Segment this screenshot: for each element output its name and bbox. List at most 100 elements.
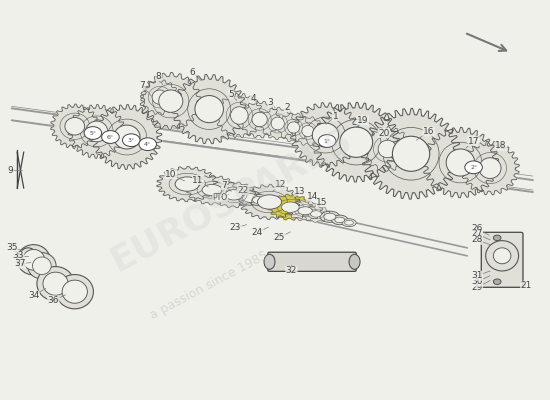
Circle shape [493,235,501,241]
Ellipse shape [345,220,354,225]
Text: 26: 26 [471,224,482,233]
Ellipse shape [65,118,85,135]
Ellipse shape [294,118,322,144]
Ellipse shape [243,194,258,202]
Text: 28: 28 [471,235,482,244]
Polygon shape [215,93,263,138]
Polygon shape [313,102,399,182]
Text: 1: 1 [332,112,338,121]
Text: 11: 11 [192,176,204,184]
Ellipse shape [302,126,314,137]
Text: 35: 35 [6,243,18,252]
Text: 7: 7 [221,181,227,190]
Ellipse shape [319,108,393,176]
Text: 4°: 4° [144,142,151,147]
Ellipse shape [43,272,68,295]
Text: 23: 23 [230,224,241,232]
Text: 5°: 5° [89,130,96,136]
Ellipse shape [145,76,197,126]
Ellipse shape [392,136,430,171]
Text: 6°: 6° [107,134,114,140]
Text: 33: 33 [13,251,24,260]
Ellipse shape [114,125,140,149]
Text: 3°: 3° [128,138,135,143]
Polygon shape [51,104,99,148]
Ellipse shape [159,90,183,112]
Ellipse shape [23,250,45,270]
Polygon shape [239,184,300,220]
Ellipse shape [144,82,176,112]
Ellipse shape [304,207,328,221]
Ellipse shape [161,169,213,199]
Polygon shape [461,141,519,195]
Text: 25: 25 [274,233,285,242]
Ellipse shape [288,122,300,133]
Polygon shape [290,103,360,167]
Polygon shape [212,182,256,208]
Ellipse shape [252,112,267,127]
Ellipse shape [280,115,307,140]
Text: 24: 24 [252,228,263,237]
Text: 34: 34 [28,291,39,300]
Text: 1°: 1° [323,138,331,144]
Polygon shape [157,166,218,202]
Text: 2°: 2° [470,165,477,170]
Ellipse shape [264,254,275,269]
FancyBboxPatch shape [481,232,523,287]
FancyBboxPatch shape [268,252,356,271]
Polygon shape [239,101,280,138]
Text: PTO: PTO [213,193,228,202]
Polygon shape [288,201,323,221]
Polygon shape [268,194,312,220]
Ellipse shape [252,196,265,204]
Ellipse shape [349,254,360,269]
Ellipse shape [486,241,519,271]
Ellipse shape [152,90,167,104]
Text: 20: 20 [378,128,389,138]
Ellipse shape [72,108,122,154]
Ellipse shape [335,217,345,223]
Text: 15: 15 [316,198,328,207]
Text: 37: 37 [14,259,26,268]
Ellipse shape [367,130,408,168]
Ellipse shape [190,177,234,203]
Text: 21: 21 [521,281,532,290]
Text: 31: 31 [471,271,483,280]
Text: 12: 12 [275,180,286,189]
Ellipse shape [218,96,260,135]
Polygon shape [361,108,461,199]
Ellipse shape [493,248,511,264]
Text: 7: 7 [139,81,145,90]
Text: 19: 19 [357,116,368,125]
Polygon shape [186,175,237,205]
Ellipse shape [225,190,243,200]
Text: 4: 4 [250,94,256,103]
Text: 3: 3 [268,98,273,107]
Ellipse shape [242,104,277,136]
Polygon shape [260,107,295,140]
Ellipse shape [271,117,284,130]
Ellipse shape [32,257,51,274]
Text: 10: 10 [165,170,177,178]
Ellipse shape [295,107,356,163]
Text: 27: 27 [471,229,482,238]
Circle shape [102,131,119,143]
Ellipse shape [214,184,253,206]
Ellipse shape [324,213,336,220]
Ellipse shape [195,96,223,123]
Text: 16: 16 [423,127,434,136]
Circle shape [318,135,336,147]
Polygon shape [278,113,309,142]
Ellipse shape [427,132,493,193]
Text: 6: 6 [190,68,196,77]
Circle shape [465,161,482,174]
Ellipse shape [54,107,96,145]
Text: 9: 9 [8,166,13,175]
Ellipse shape [378,140,397,158]
Ellipse shape [465,145,515,191]
Ellipse shape [28,253,56,279]
Ellipse shape [37,266,74,301]
Ellipse shape [320,211,340,222]
Ellipse shape [446,149,475,176]
Text: 17: 17 [468,136,480,146]
